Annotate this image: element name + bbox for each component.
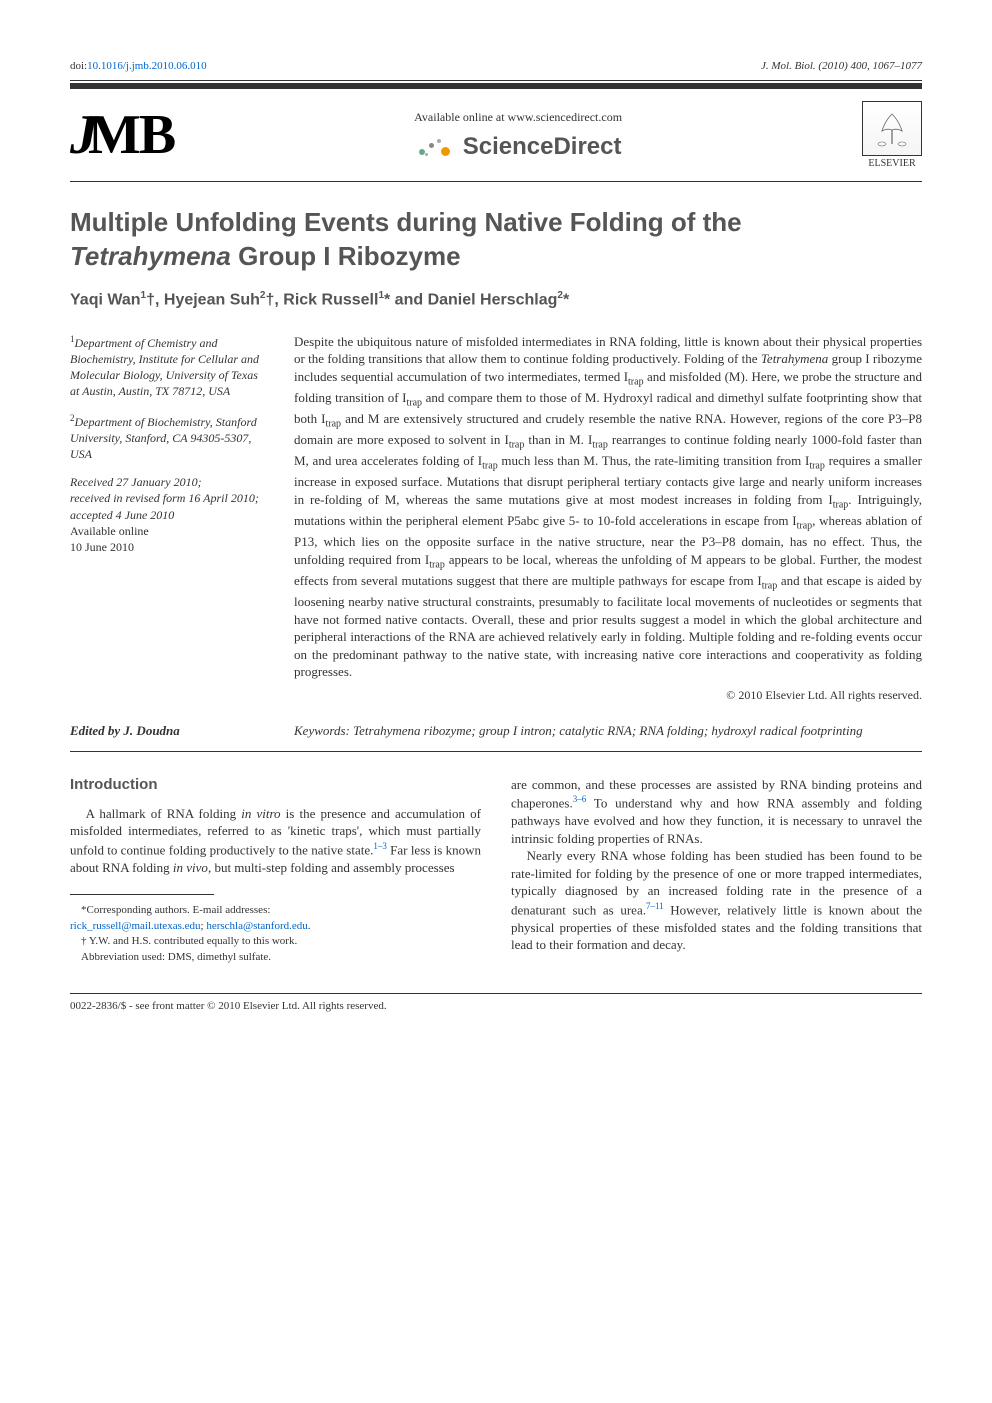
- email-link-2[interactable]: herschla@stanford.edu: [206, 920, 307, 932]
- divider-thin: [70, 80, 922, 81]
- doi-link[interactable]: 10.1016/j.jmb.2010.06.010: [87, 60, 206, 72]
- keywords-row: Edited by J. Doudna Keywords: Tetrahymen…: [70, 723, 922, 739]
- copyright-line: © 2010 Elsevier Ltd. All rights reserved…: [294, 687, 922, 703]
- journal-reference: J. Mol. Biol. (2010) 400, 1067–1077: [761, 60, 922, 72]
- introduction-heading: Introduction: [70, 776, 481, 793]
- header-center: Available online at www.sciencedirect.co…: [174, 110, 862, 161]
- intro-para-1: A hallmark of RNA folding in vitro is th…: [70, 805, 481, 877]
- journal-header: JMB Available online at www.sciencedirec…: [70, 101, 922, 169]
- abbreviation-note: Abbreviation used: DMS, dimethyl sulfate…: [70, 950, 481, 965]
- doi-journal-line: doi:10.1016/j.jmb.2010.06.010 J. Mol. Bi…: [70, 60, 922, 72]
- left-metadata-column: 1Department of Chemistry and Biochemistr…: [70, 333, 270, 703]
- abstract-column: Despite the ubiquitous nature of misfold…: [294, 333, 922, 703]
- sciencedirect-text: ScienceDirect: [463, 133, 622, 161]
- divider-thick: [70, 83, 922, 89]
- keywords: Keywords: Tetrahymena ribozyme; group I …: [294, 723, 922, 739]
- abstract-text: Despite the ubiquitous nature of misfold…: [294, 333, 922, 681]
- right-body-column: are common, and these processes are assi…: [511, 776, 922, 965]
- doi-prefix: doi:: [70, 60, 87, 72]
- intro-para-3: Nearly every RNA whose folding has been …: [511, 847, 922, 954]
- author-list: Yaqi Wan1†, Hyejean Suh2†, Rick Russell1…: [70, 290, 922, 309]
- edited-by: Edited by J. Doudna: [70, 723, 270, 739]
- elsevier-tree-icon: [862, 101, 922, 156]
- elsevier-logo: ELSEVIER: [862, 101, 922, 169]
- article-title: Multiple Unfolding Events during Native …: [70, 206, 922, 274]
- doi: doi:10.1016/j.jmb.2010.06.010: [70, 60, 207, 72]
- meta-abstract-block: 1Department of Chemistry and Biochemistr…: [70, 333, 922, 703]
- available-online-text: Available online at www.sciencedirect.co…: [194, 110, 842, 125]
- equal-contribution-note: † Y.W. and H.S. contributed equally to t…: [70, 934, 481, 949]
- footnote-divider: [70, 894, 214, 895]
- affiliation-1: 1Department of Chemistry and Biochemistr…: [70, 333, 270, 400]
- email-link-1[interactable]: rick_russell@mail.utexas.edu: [70, 920, 201, 932]
- section-divider: [70, 751, 922, 752]
- footer-copyright: 0022-2836/$ - see front matter © 2010 El…: [70, 993, 922, 1012]
- sciencedirect-logo: ScienceDirect: [194, 133, 842, 161]
- title-divider: [70, 181, 922, 182]
- sciencedirect-dots-icon: [415, 133, 455, 161]
- left-body-column: Introduction A hallmark of RNA folding i…: [70, 776, 481, 965]
- corresponding-author-note: *Corresponding authors. E-mail addresses…: [70, 903, 481, 934]
- body-two-columns: Introduction A hallmark of RNA folding i…: [70, 776, 922, 965]
- affiliation-2: 2Department of Biochemistry, Stanford Un…: [70, 412, 270, 463]
- elsevier-text: ELSEVIER: [868, 158, 915, 169]
- article-history: Received 27 January 2010; received in re…: [70, 474, 270, 555]
- intro-para-2: are common, and these processes are assi…: [511, 776, 922, 848]
- jmb-logo: JMB: [70, 103, 174, 167]
- footnotes: *Corresponding authors. E-mail addresses…: [70, 903, 481, 965]
